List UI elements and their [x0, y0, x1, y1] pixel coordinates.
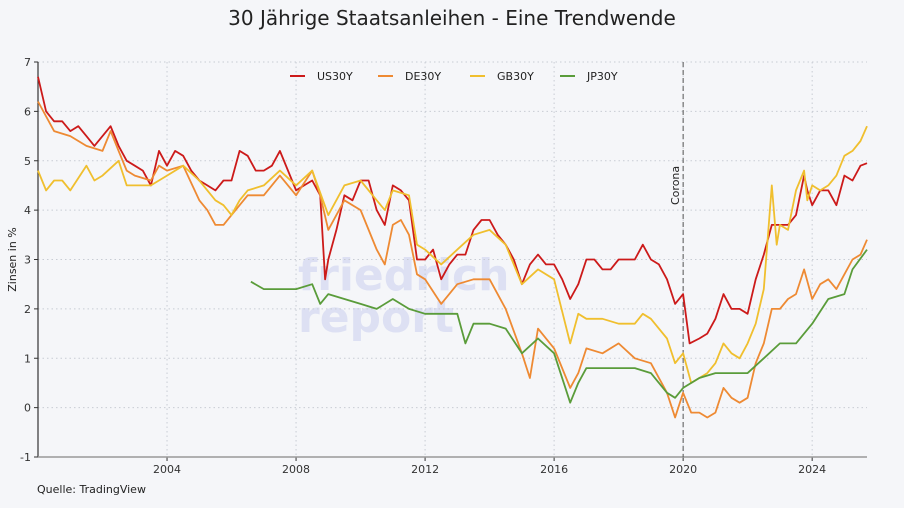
series-line-jp30y — [250, 249, 868, 404]
watermark-text: report — [298, 292, 454, 343]
x-tick-label: 2016 — [540, 463, 568, 476]
corona-label: Corona — [669, 166, 682, 205]
y-tick-label: 1 — [24, 352, 31, 365]
x-tick-label: 2004 — [153, 463, 181, 476]
legend-label-jp30y: JP30Y — [586, 70, 618, 83]
x-tick-label: 2024 — [798, 463, 826, 476]
watermark-text: friedrich — [298, 250, 509, 301]
y-tick-label: 0 — [24, 402, 31, 415]
series-line-gb30y — [37, 125, 868, 384]
series-line-us30y — [37, 76, 868, 345]
y-tick-label: 6 — [24, 105, 31, 118]
y-tick-label: 4 — [24, 204, 31, 217]
source-note: Quelle: TradingView — [37, 483, 146, 496]
legend-label-gb30y: GB30Y — [497, 70, 534, 83]
y-tick-label: 5 — [24, 155, 31, 168]
x-tick-label: 2012 — [411, 463, 439, 476]
y-axis-label: Zinsen in % — [6, 227, 19, 292]
x-tick-label: 2020 — [669, 463, 697, 476]
series-line-de30y — [37, 101, 868, 419]
y-tick-label: 3 — [24, 254, 31, 267]
x-tick-label: 2008 — [282, 463, 310, 476]
y-tick-label: 2 — [24, 303, 31, 316]
y-tick-label: 7 — [24, 56, 31, 69]
legend-label-de30y: DE30Y — [405, 70, 441, 83]
y-tick-label: -1 — [20, 451, 31, 464]
chart-title: 30 Jährige Staatsanleihen - Eine Trendwe… — [228, 6, 676, 30]
legend-label-us30y: US30Y — [317, 70, 353, 83]
